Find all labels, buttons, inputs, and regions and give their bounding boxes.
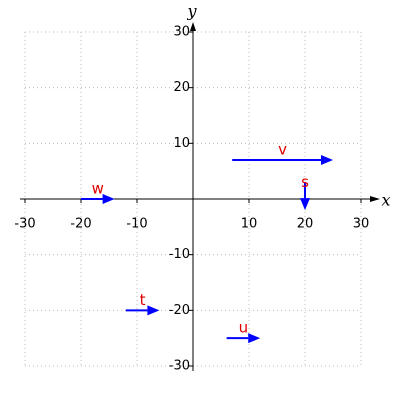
vector-arrow <box>232 155 333 166</box>
vector-arrow <box>81 194 115 204</box>
arrow-head <box>321 155 333 166</box>
vector-label: t <box>140 291 146 309</box>
vector-label: v <box>278 141 287 159</box>
x-tick-label: 20 <box>297 217 314 232</box>
x-tick-label: 10 <box>241 217 258 232</box>
y-tick-label: 20 <box>173 80 190 95</box>
x-axis-arrow <box>370 196 380 202</box>
vector-label: s <box>301 173 309 191</box>
vector-arrow <box>125 305 160 316</box>
vector-arrow <box>226 333 261 344</box>
arrow-head <box>147 305 160 316</box>
x-axis-label: x <box>381 191 390 210</box>
y-tick-label: 10 <box>173 136 190 151</box>
vector-label: u <box>239 319 249 337</box>
arrow-head <box>248 333 261 344</box>
x-tick-label: -10 <box>126 217 147 232</box>
y-axis-label: y <box>186 2 197 21</box>
y-tick-label: -10 <box>169 247 190 262</box>
y-tick-label: -30 <box>169 359 190 374</box>
y-tick-label: -20 <box>169 303 190 318</box>
x-tick-label: 30 <box>353 217 370 232</box>
x-tick-label: -20 <box>70 217 91 232</box>
vector-label: w <box>92 180 104 198</box>
arrow-head <box>102 194 115 204</box>
vector-arrow <box>300 182 310 211</box>
arrow-head <box>300 198 310 211</box>
y-tick-label: 30 <box>173 25 190 40</box>
y-axis-arrow <box>190 22 196 31</box>
x-tick-label: -30 <box>14 217 35 232</box>
